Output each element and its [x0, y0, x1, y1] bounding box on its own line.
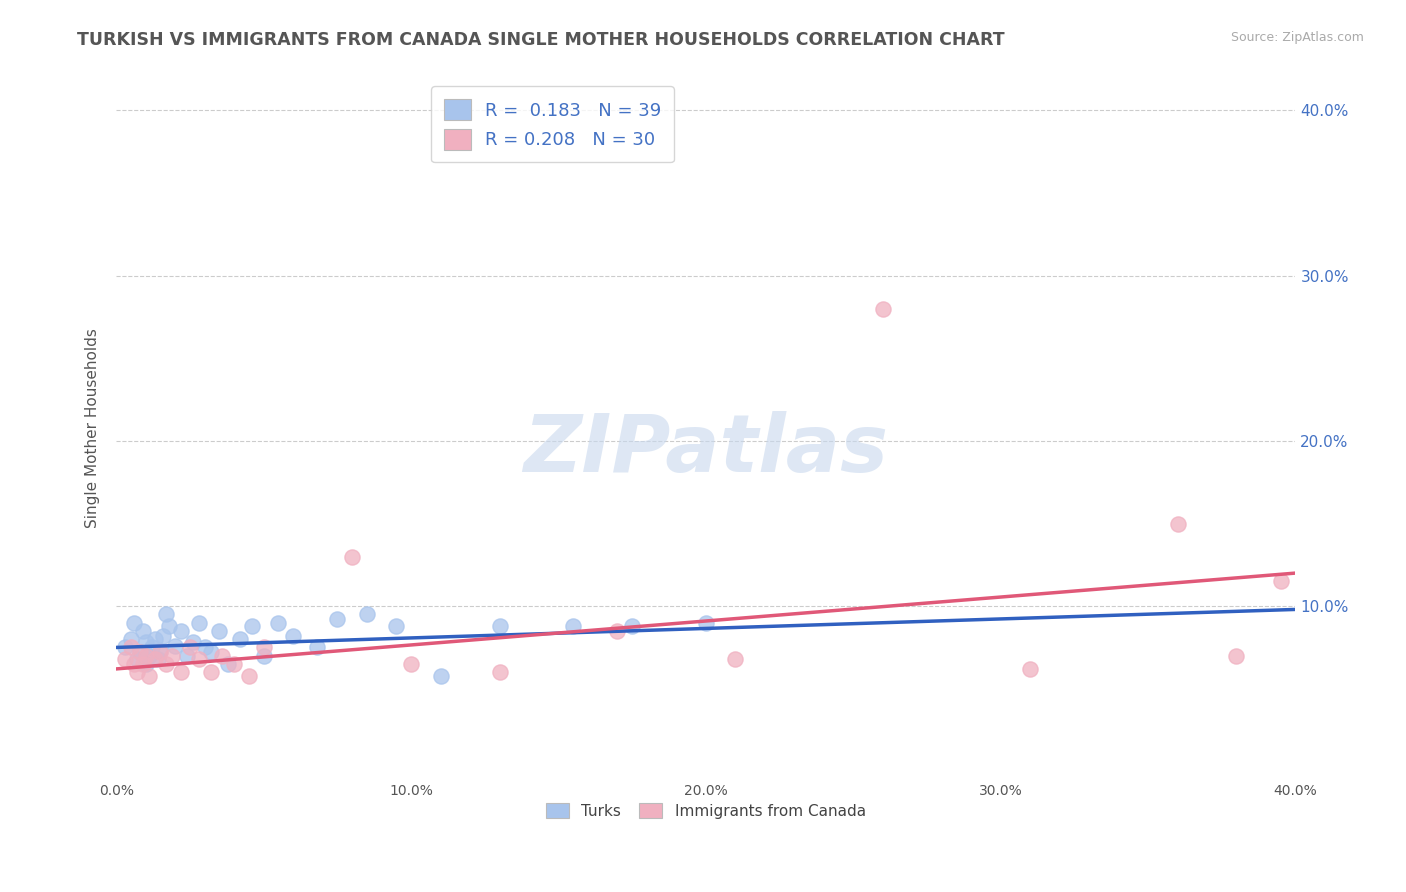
Point — [621, 619, 644, 633]
Point — [1225, 648, 1247, 663]
Point — [562, 619, 585, 633]
Point — [114, 652, 136, 666]
Point — [217, 657, 239, 671]
Point — [606, 624, 628, 638]
Point — [281, 629, 304, 643]
Point — [181, 635, 204, 649]
Point — [155, 607, 177, 622]
Point — [135, 635, 157, 649]
Point — [872, 301, 894, 316]
Point — [143, 632, 166, 647]
Point — [385, 619, 408, 633]
Point — [152, 629, 174, 643]
Point — [229, 632, 252, 647]
Point — [399, 657, 422, 671]
Point — [170, 624, 193, 638]
Text: TURKISH VS IMMIGRANTS FROM CANADA SINGLE MOTHER HOUSEHOLDS CORRELATION CHART: TURKISH VS IMMIGRANTS FROM CANADA SINGLE… — [77, 31, 1005, 49]
Point — [356, 607, 378, 622]
Point — [238, 668, 260, 682]
Point — [429, 668, 451, 682]
Point — [135, 657, 157, 671]
Point — [149, 644, 172, 658]
Point — [146, 652, 169, 666]
Point — [162, 648, 184, 663]
Point — [240, 619, 263, 633]
Point — [132, 624, 155, 638]
Y-axis label: Single Mother Households: Single Mother Households — [86, 328, 100, 528]
Point — [200, 645, 222, 659]
Point — [138, 668, 160, 682]
Point — [122, 657, 145, 671]
Point — [211, 648, 233, 663]
Text: ZIPatlas: ZIPatlas — [523, 410, 889, 489]
Point — [128, 645, 150, 659]
Point — [1019, 662, 1042, 676]
Point — [170, 665, 193, 680]
Point — [138, 648, 160, 663]
Point — [122, 615, 145, 630]
Point — [179, 640, 201, 655]
Point — [267, 615, 290, 630]
Point — [187, 615, 209, 630]
Point — [132, 657, 155, 671]
Point — [253, 640, 276, 655]
Point — [157, 619, 180, 633]
Point — [1167, 516, 1189, 531]
Point — [326, 612, 349, 626]
Point — [176, 648, 198, 663]
Point — [187, 652, 209, 666]
Point — [224, 657, 246, 671]
Point — [165, 639, 187, 653]
Point — [141, 640, 163, 655]
Point — [149, 645, 172, 659]
Point — [340, 549, 363, 564]
Point — [1270, 574, 1292, 589]
Point — [194, 640, 217, 655]
Legend: Turks, Immigrants from Canada: Turks, Immigrants from Canada — [540, 797, 872, 824]
Point — [125, 665, 148, 680]
Text: Source: ZipAtlas.com: Source: ZipAtlas.com — [1230, 31, 1364, 45]
Point — [155, 657, 177, 671]
Point — [305, 640, 328, 655]
Point — [114, 640, 136, 655]
Point — [125, 652, 148, 666]
Point — [120, 632, 142, 647]
Point — [200, 665, 222, 680]
Point — [143, 652, 166, 666]
Point — [488, 665, 510, 680]
Point — [724, 652, 747, 666]
Point — [695, 615, 717, 630]
Point — [488, 619, 510, 633]
Point — [135, 648, 157, 663]
Point — [253, 648, 276, 663]
Point — [208, 624, 231, 638]
Point — [120, 640, 142, 655]
Point — [128, 645, 150, 659]
